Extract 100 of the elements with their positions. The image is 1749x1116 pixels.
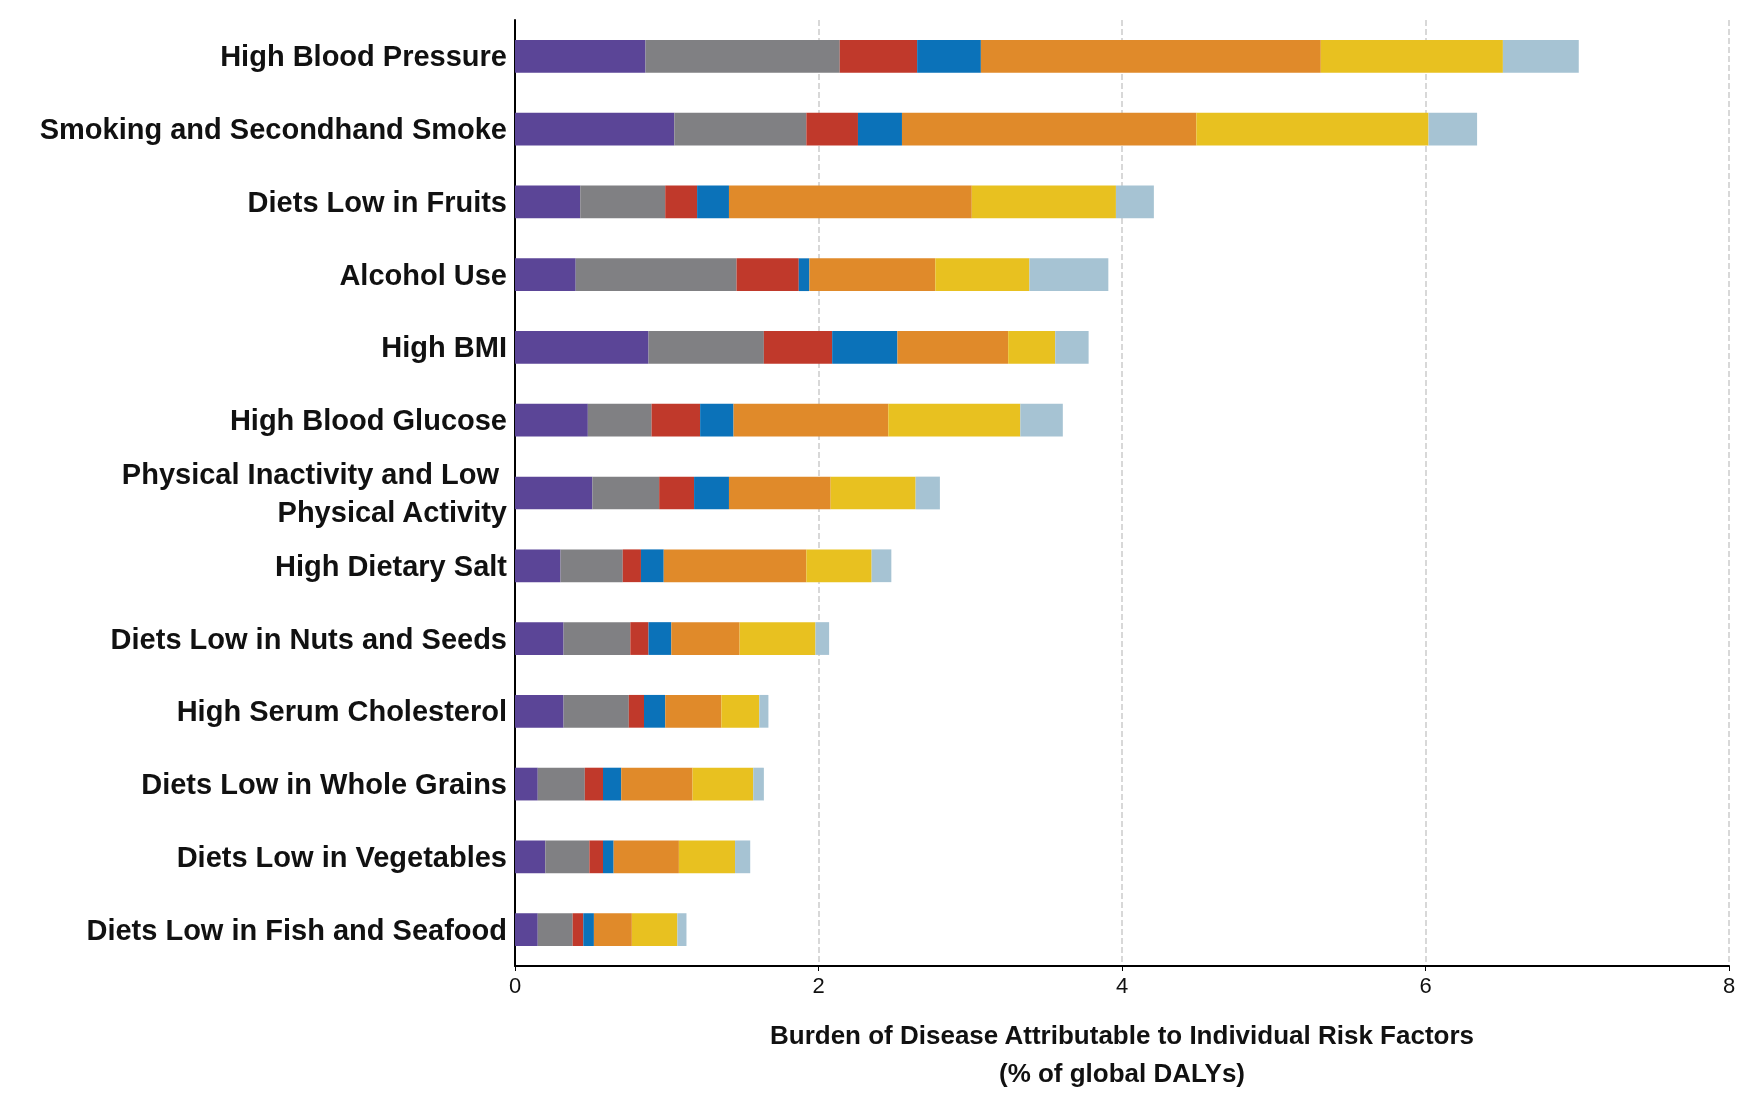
bar [589, 840, 604, 874]
bar [640, 549, 664, 583]
bar [1196, 112, 1429, 146]
bar [575, 258, 737, 292]
bar [645, 40, 840, 73]
bar [1008, 331, 1056, 364]
bar [1115, 185, 1154, 219]
bar [806, 112, 858, 146]
bar [830, 476, 916, 510]
y-tick-label: Diets Low in Whole Grains [141, 768, 507, 801]
y-tick-label: Diets Low in Vegetables [176, 840, 507, 873]
bar [721, 694, 760, 728]
bar [901, 112, 1197, 146]
y-tick-label: Diets Low in Fruits [247, 185, 507, 218]
y-tick-label: High Blood Pressure [220, 40, 507, 73]
bar [592, 476, 660, 510]
bar [515, 694, 564, 728]
bar [545, 840, 590, 874]
bar [663, 549, 807, 583]
bar [515, 767, 538, 801]
x-tick-label: 0 [508, 972, 522, 998]
bar [643, 694, 666, 728]
x-axis-title: Burden of Disease Attributable to Individual Risk Factors (% of global DALYs) [769, 1020, 1475, 1088]
y-tick-label: Alcohol Use [339, 258, 507, 291]
bar [871, 549, 892, 583]
bar [832, 331, 898, 364]
bar [648, 622, 672, 655]
bar [971, 185, 1116, 219]
y-tick-label: High BMI [381, 331, 507, 364]
bar [621, 767, 693, 801]
bar [915, 476, 940, 510]
bar [665, 185, 698, 219]
bar [587, 403, 652, 437]
bar [563, 694, 629, 728]
y-tick-label: Diets Low in Fish and Seafood [86, 913, 507, 946]
bar [537, 913, 573, 946]
bar [651, 403, 701, 437]
bar [733, 403, 889, 437]
bar [839, 40, 918, 73]
x-tick-label: 2 [812, 972, 825, 998]
bar [935, 258, 1030, 292]
bar [736, 258, 799, 292]
bar [677, 913, 687, 946]
bar [678, 840, 736, 874]
bar [580, 185, 666, 219]
y-tick-label: High Dietary Salt [274, 549, 508, 582]
bar [809, 258, 936, 292]
bar [583, 913, 594, 946]
bar [1502, 40, 1579, 73]
y-tick-label: Physical Inactivity and Low Physical Activity [121, 458, 507, 528]
bar [697, 185, 729, 219]
bar [515, 549, 561, 583]
bar [700, 403, 734, 437]
y-tick-label: High Serum Cholesterol [176, 695, 507, 728]
bar [515, 913, 538, 946]
x-tick-label: 8 [1722, 972, 1736, 998]
bar [1320, 40, 1503, 73]
bar [1029, 258, 1109, 292]
bar [806, 549, 872, 583]
bar [917, 40, 981, 73]
bar [631, 913, 678, 946]
bar [628, 694, 644, 728]
bar [515, 840, 546, 874]
bar [739, 622, 816, 655]
bar [759, 694, 769, 728]
bar [763, 331, 833, 364]
bar [1020, 403, 1063, 437]
bar [515, 403, 588, 437]
bar [980, 40, 1321, 73]
bar [593, 913, 632, 946]
bar [857, 112, 902, 146]
bar [671, 622, 740, 655]
bar [622, 549, 641, 583]
bar [753, 767, 764, 801]
bar [694, 476, 729, 510]
bar [798, 258, 810, 292]
y-tick-label: Diets Low in Nuts and Seeds [110, 622, 507, 655]
bar [1428, 112, 1478, 146]
x-tick-label: 4 [1115, 972, 1129, 998]
bar [1055, 331, 1089, 364]
bar [515, 185, 581, 219]
bar [584, 767, 604, 801]
bar [560, 549, 623, 583]
bar [563, 622, 631, 655]
bar [815, 622, 830, 655]
bar [572, 913, 584, 946]
bar [888, 403, 1021, 437]
bar [515, 112, 675, 146]
bar [613, 840, 679, 874]
bar [728, 185, 972, 219]
bar [515, 258, 576, 292]
bar [630, 622, 649, 655]
y-tick-label: Smoking and Secondhand Smoke [39, 113, 507, 146]
bar [603, 767, 622, 801]
bar [603, 840, 614, 874]
bar [515, 40, 646, 73]
bar [728, 476, 831, 510]
x-tick-label: 6 [1419, 972, 1432, 998]
bar [659, 476, 695, 510]
bar [648, 331, 764, 364]
